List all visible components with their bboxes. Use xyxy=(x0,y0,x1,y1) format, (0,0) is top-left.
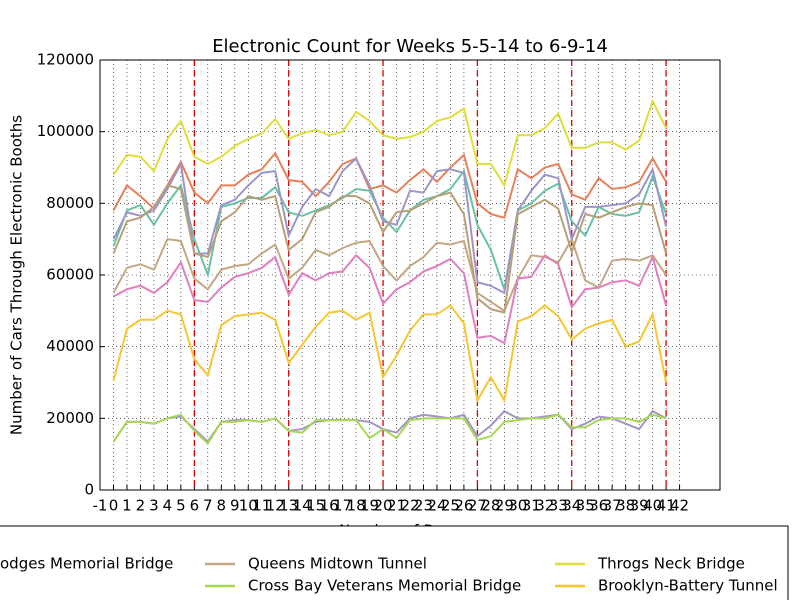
y-tick-label: 20000 xyxy=(46,409,94,427)
x-tick-label: 38 xyxy=(616,497,635,515)
legend-label: Cross Bay Veterans Memorial Bridge xyxy=(248,577,521,595)
x-tick-label: 34 xyxy=(562,497,581,515)
x-tick-label: 40 xyxy=(643,497,662,515)
data-line xyxy=(112,98,667,188)
x-tick-label: 24 xyxy=(427,497,446,515)
legend-label: Brooklyn-Battery Tunnel xyxy=(598,577,778,595)
x-tick-label: 20 xyxy=(373,497,392,515)
x-tick-label: 3 xyxy=(149,497,159,515)
x-tick-label: 18 xyxy=(347,497,366,515)
x-tick-label: 16 xyxy=(320,497,339,515)
legend-label: odges Memorial Bridge xyxy=(0,555,173,573)
y-tick-label: 120000 xyxy=(37,51,94,69)
y-tick-label: 80000 xyxy=(46,194,94,212)
y-axis-label: Number of Cars Through Electronic Booths xyxy=(8,115,26,435)
x-tick-label: 33 xyxy=(549,497,568,515)
x-tick-label: 6 xyxy=(190,497,200,515)
x-tick-label: 39 xyxy=(630,497,649,515)
x-tick-label: 26 xyxy=(454,497,473,515)
x-tick-label: 27 xyxy=(468,497,487,515)
y-tick-label: 0 xyxy=(84,481,94,499)
data-line xyxy=(112,168,668,290)
x-tick-label: 41 xyxy=(657,497,676,515)
x-tick-label: 23 xyxy=(414,497,433,515)
x-tick-label: 12 xyxy=(266,497,285,515)
x-tick-label: 4 xyxy=(163,497,173,515)
x-tick-label: 21 xyxy=(387,497,406,515)
legend-label: Throgs Neck Bridge xyxy=(597,555,745,573)
x-tick-label: 37 xyxy=(603,497,622,515)
x-tick-label: 0 xyxy=(109,497,119,515)
x-tick-label: 14 xyxy=(293,497,312,515)
data-line xyxy=(113,253,668,345)
x-tick-label: 32 xyxy=(535,497,554,515)
x-tick-label: 7 xyxy=(203,497,213,515)
x-tick-label: 13 xyxy=(279,497,298,515)
data-line xyxy=(112,304,668,404)
x-tick-label: 15 xyxy=(306,497,325,515)
x-tick-label: 2 xyxy=(136,497,146,515)
legend-label: Queens Midtown Tunnel xyxy=(248,555,427,573)
x-tick-label: 9 xyxy=(230,497,240,515)
x-tick-label: 28 xyxy=(481,497,500,515)
x-tick-label: 5 xyxy=(176,497,186,515)
x-tick-label: 29 xyxy=(495,497,514,515)
y-tick-label: 100000 xyxy=(37,122,94,140)
x-tick-label: 1 xyxy=(122,497,132,515)
chart-title: Electronic Count for Weeks 5-5-14 to 6-9… xyxy=(212,36,608,57)
x-tick-label: 30 xyxy=(508,497,527,515)
data-line xyxy=(112,184,668,314)
x-tick-label: -1 xyxy=(93,497,108,515)
x-tick-label: 25 xyxy=(441,497,460,515)
data-line xyxy=(112,151,667,219)
x-tick-label: 42 xyxy=(670,497,689,515)
x-tick-label: 31 xyxy=(522,497,541,515)
y-tick-label: 40000 xyxy=(46,337,94,355)
x-tick-label: 8 xyxy=(217,497,227,515)
plot-frame xyxy=(99,59,721,491)
y-tick-label: 60000 xyxy=(46,266,94,284)
x-tick-label: 19 xyxy=(360,497,379,515)
x-tick-label: 17 xyxy=(333,497,352,515)
x-tick-label: 10 xyxy=(239,497,258,515)
data-line xyxy=(112,413,667,445)
legend-box xyxy=(0,525,789,600)
x-tick-label: 11 xyxy=(252,497,271,515)
legend: odges Memorial Bridge Queens Midtown Tunn… xyxy=(0,525,789,600)
x-tick-label: 22 xyxy=(400,497,419,515)
x-tick-label: 35 xyxy=(576,497,595,515)
x-tick-label: 36 xyxy=(589,497,608,515)
